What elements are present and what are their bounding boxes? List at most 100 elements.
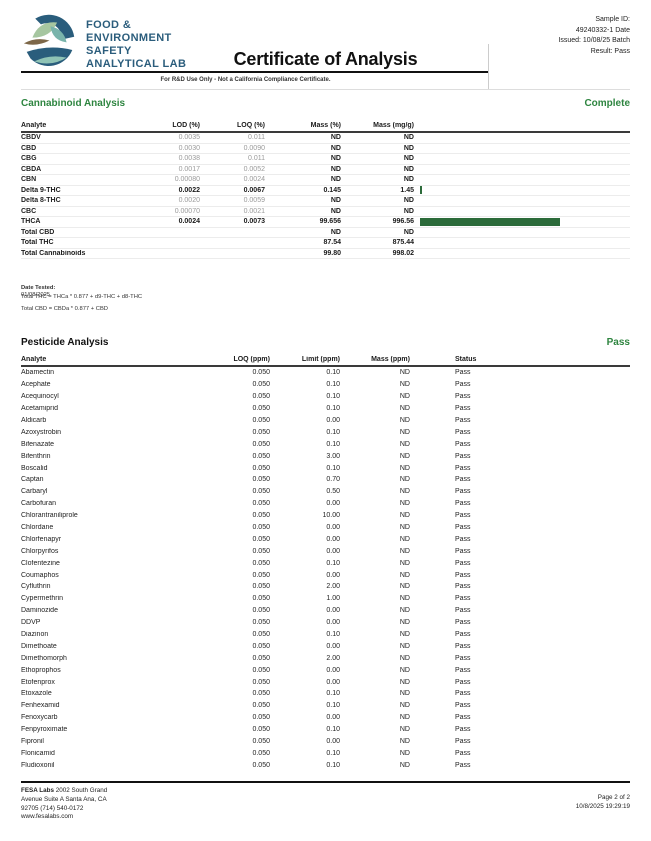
status-cell: Pass: [455, 654, 471, 662]
loq-cell: 0.050: [252, 417, 270, 424]
table-row: Clofentezine 0.050 0.10 ND Pass: [21, 557, 630, 569]
mass-cell: ND: [399, 678, 410, 686]
loq-cell: 0.0024: [243, 176, 265, 184]
mass-pct-cell: 99.656: [319, 218, 341, 226]
table-row: Total THC 87.54 875.44: [21, 238, 630, 249]
cannabinoid-section-status: Complete: [584, 98, 630, 109]
analyte-cell: CBN: [21, 176, 37, 184]
analyte-cell: CBDV: [21, 134, 41, 142]
limit-cell: 0.00: [326, 500, 340, 508]
loq-cell: 0.0073: [243, 218, 265, 226]
mass-cell: ND: [399, 619, 410, 627]
page-title: Certificate of Analysis: [233, 49, 418, 69]
cannabinoid-table-header: Analyte LOD (%) LOQ (%) Mass (%) Mass (m…: [21, 122, 630, 133]
lab-logo: FOOD & ENVIRONMENT SAFETY ANALYTICAL LAB: [21, 12, 186, 71]
status-cell: Pass: [455, 417, 471, 424]
loq-cell: 0.050: [252, 666, 270, 674]
mass-cell: ND: [399, 405, 410, 413]
limit-cell: 0.00: [326, 547, 340, 555]
mass-cell: ND: [399, 642, 410, 650]
footer: FESA Labs 2002 South Grand Avenue Suite …: [21, 781, 630, 822]
table-row: Delta 9-THC 0.0022 0.0067 0.145 1.45: [21, 186, 630, 196]
column-header-mass: Mass (ppm): [371, 356, 410, 363]
limit-cell: 0.00: [326, 607, 340, 615]
loq-cell: 0.050: [252, 559, 270, 567]
status-cell: Pass: [455, 405, 471, 413]
table-row: Total Cannabinoids 99.80 998.02: [21, 249, 630, 259]
status-cell: Pass: [455, 393, 471, 401]
pesticide-table-body: Abamectin 0.050 0.10 ND Pass Acephate 0.050 0.1…: [21, 367, 630, 771]
table-row: Etofenprox 0.050 0.00 ND Pass: [21, 676, 630, 688]
column-header-loq: LOQ (%): [237, 122, 265, 129]
table-row: Fenpyroximate 0.050 0.10 ND Pass: [21, 724, 630, 736]
mass-mgg-cell: ND: [403, 228, 414, 236]
analyte-cell: Diazinon: [21, 631, 49, 639]
mass-cell: ND: [399, 500, 410, 508]
lod-cell: 0.0038: [178, 155, 200, 163]
analyte-cell: Azoxystrobin: [21, 428, 62, 436]
mass-cell: ND: [399, 547, 410, 555]
cannabinoid-section-header: Cannabinoid Analysis Complete: [21, 98, 630, 109]
mass-cell: ND: [399, 428, 410, 436]
mass-pct-cell: ND: [330, 155, 341, 163]
loq-cell: 0.050: [252, 654, 270, 662]
loq-cell: 0.050: [252, 488, 270, 496]
header-bottom-rule: [21, 89, 630, 90]
loq-cell: 0.050: [252, 524, 270, 532]
analyte-cell: Clofentezine: [21, 559, 60, 567]
footer-address: FESA Labs 2002 South Grand Avenue Suite …: [21, 787, 107, 822]
mass-mgg-cell: 1.45: [400, 186, 414, 194]
analyte-cell: CBD: [21, 144, 37, 152]
lab-name: FOOD & ENVIRONMENT SAFETY ANALYTICAL LAB: [86, 12, 186, 71]
analyte-cell: CBDA: [21, 165, 42, 173]
status-cell: Pass: [455, 464, 471, 472]
loq-cell: 0.011: [248, 134, 265, 142]
mass-pct-cell: 87.54: [323, 239, 341, 247]
analyte-cell: Chlorpyrifos: [21, 547, 59, 555]
lod-cell: 0.0030: [178, 144, 200, 152]
status-cell: Pass: [455, 666, 471, 674]
analyte-cell: Daminozide: [21, 607, 58, 615]
mass-cell: ND: [399, 535, 410, 543]
table-row: Captan 0.050 0.70 ND Pass: [21, 474, 630, 486]
mass-bar-cell: [414, 217, 630, 226]
lod-cell: 0.0020: [178, 197, 200, 205]
status-cell: Pass: [455, 535, 471, 543]
lod-cell: 0.0017: [178, 165, 200, 173]
lod-cell: 0.0024: [178, 218, 200, 226]
status-cell: Pass: [455, 524, 471, 532]
mass-pct-cell: ND: [330, 134, 341, 142]
generated-timestamp: 10/8/2025 19:29:19: [575, 802, 630, 810]
limit-cell: 0.00: [326, 571, 340, 579]
loq-cell: 0.050: [252, 381, 270, 389]
status-cell: Pass: [455, 559, 471, 567]
mass-cell: ND: [399, 369, 410, 377]
analyte-cell: Etoxazole: [21, 690, 52, 698]
limit-cell: 0.10: [326, 464, 340, 472]
loq-cell: 0.050: [252, 571, 270, 579]
limit-cell: 0.00: [326, 535, 340, 543]
mass-bar: [420, 186, 422, 195]
table-row: Etoxazole 0.050 0.10 ND Pass: [21, 688, 630, 700]
mass-mgg-cell: ND: [403, 155, 414, 163]
mass-mgg-cell: ND: [403, 134, 414, 142]
column-header-lod: LOD (%): [172, 122, 200, 129]
mass-mgg-cell: ND: [403, 165, 414, 173]
status-cell: Pass: [455, 369, 471, 377]
loq-cell: 0.050: [252, 405, 270, 413]
analyte-cell: Dimethomorph: [21, 654, 67, 662]
table-row: CBN 0.00080 0.0024 ND ND: [21, 175, 630, 186]
footer-address-line: Avenue Suite A Santa Ana, CA: [21, 795, 107, 803]
analyte-cell: Flonicamid: [21, 749, 55, 757]
mass-cell: ND: [399, 654, 410, 662]
status-cell: Pass: [455, 452, 471, 460]
table-row: CBG 0.0038 0.011 ND ND: [21, 154, 630, 165]
loq-cell: 0.050: [252, 547, 270, 555]
table-row: Carbaryl 0.050 0.50 ND Pass: [21, 486, 630, 498]
table-row: Fludioxonil 0.050 0.10 ND Pass: [21, 759, 630, 771]
column-header-mass-pct: Mass (%): [310, 122, 341, 129]
mass-mgg-cell: ND: [403, 197, 414, 205]
limit-cell: 0.10: [326, 631, 340, 639]
table-row: Bifenthrin 0.050 3.00 ND Pass: [21, 450, 630, 462]
